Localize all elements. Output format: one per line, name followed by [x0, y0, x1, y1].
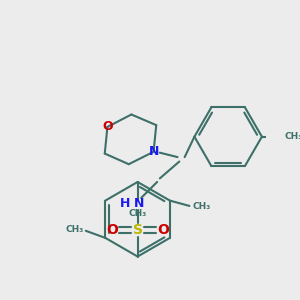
Text: S: S	[133, 223, 142, 237]
Text: H: H	[120, 197, 130, 210]
Text: CH₃: CH₃	[128, 208, 147, 217]
Text: O: O	[102, 120, 113, 134]
Text: O: O	[158, 223, 169, 237]
Text: N: N	[134, 197, 145, 210]
Text: CH₃: CH₃	[285, 132, 300, 141]
Text: O: O	[106, 223, 118, 237]
Text: CH₃: CH₃	[66, 225, 84, 234]
Text: CH₃: CH₃	[192, 202, 210, 211]
Text: N: N	[148, 145, 159, 158]
